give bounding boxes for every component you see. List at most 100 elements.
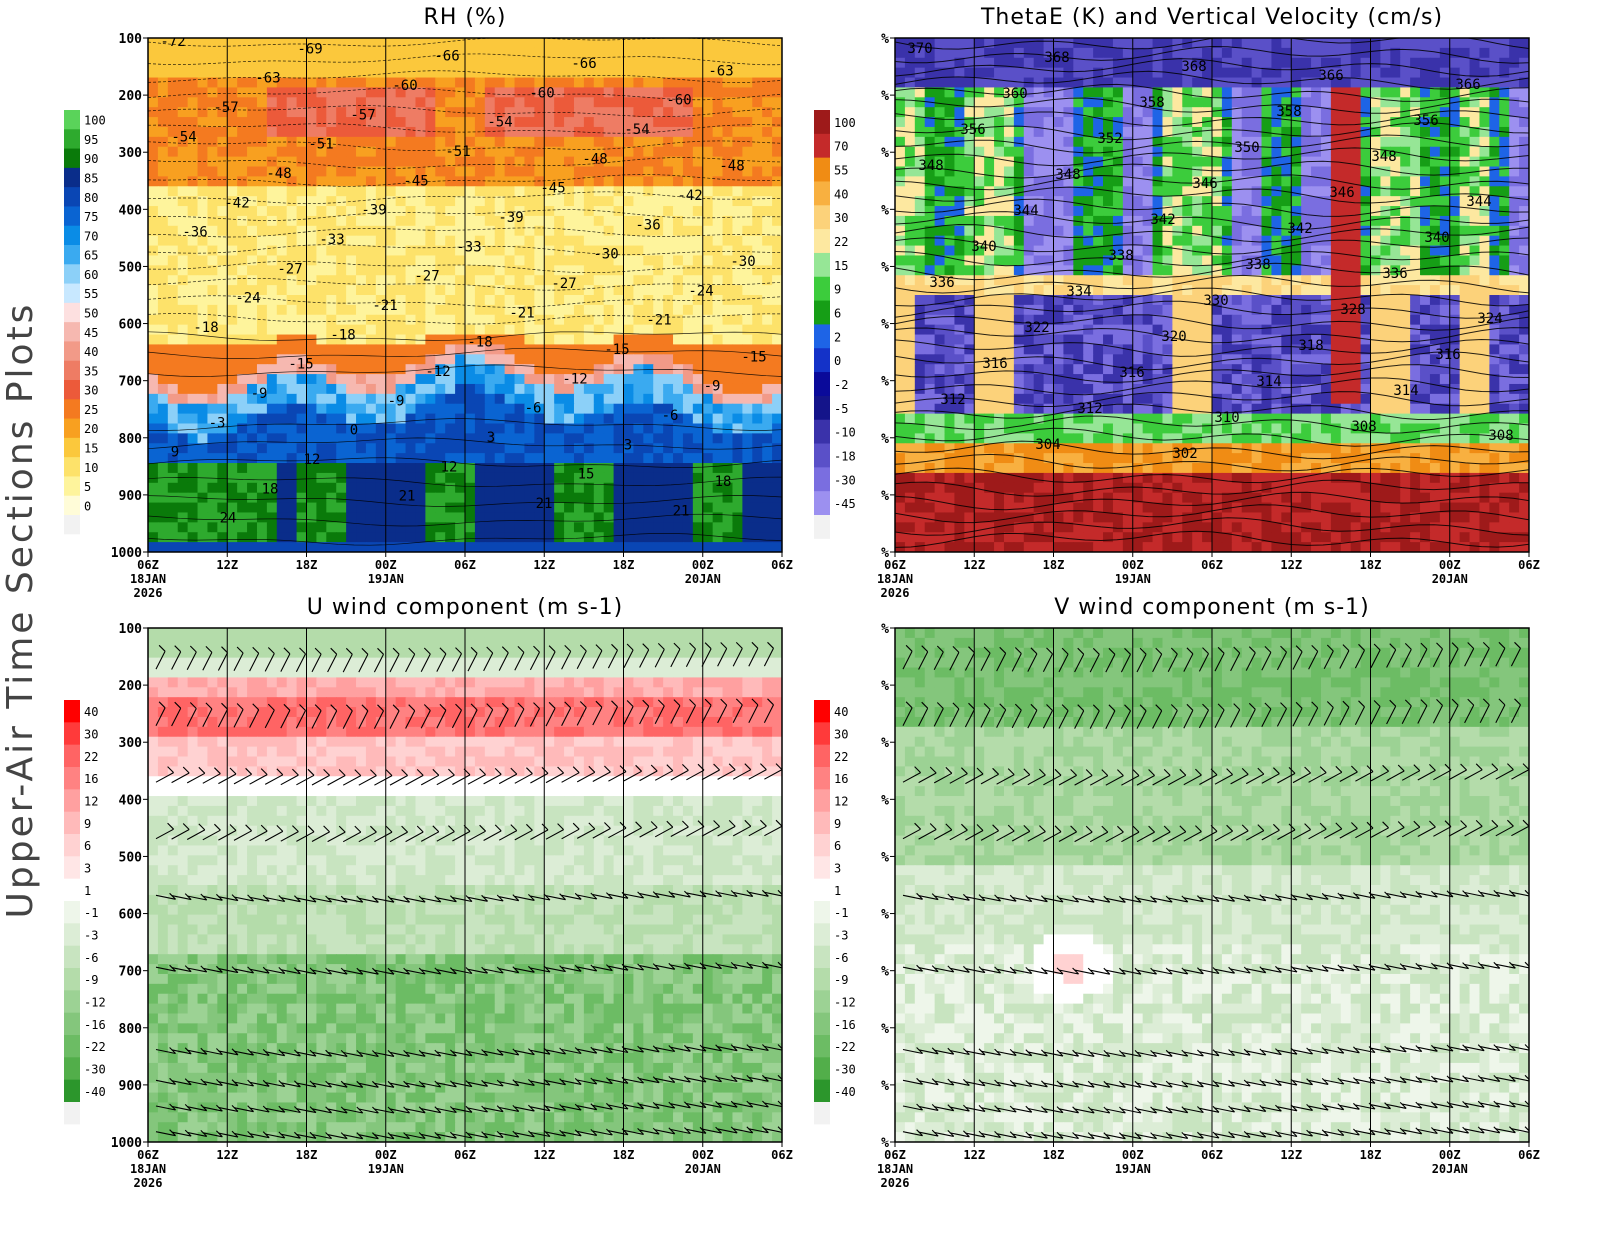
field-cell [1053,176,1065,187]
field-cell [1003,166,1015,177]
field-cell [1350,166,1362,177]
field-cell [682,67,694,79]
field-cell [405,225,417,237]
field-cell [415,393,426,405]
field-cell [465,285,476,296]
field-cell [593,463,605,474]
field-cell [702,463,714,474]
field-cell [1380,47,1391,59]
field-cell [1301,186,1312,197]
field-cell [316,176,327,187]
field-cell [712,512,724,523]
field-cell [1013,38,1025,49]
field-cell [573,443,585,454]
field-cell [187,304,199,316]
field-cell [445,186,456,197]
field-cell [1380,136,1391,148]
field-cell [603,522,615,533]
field-cell [1033,176,1045,187]
field-cell [1212,225,1223,237]
field-cell [772,344,782,355]
field-cell [554,453,565,464]
field-cell [148,166,159,177]
field-cell [405,433,417,444]
field-cell [934,166,946,177]
field-cell [623,443,635,454]
field-cell [425,383,436,395]
field-cell [356,295,367,306]
field-cell [356,245,367,257]
field-cell [1152,206,1164,217]
field-cell [474,492,486,504]
field-cell [1519,235,1529,247]
field-cell [643,403,654,415]
field-cell [534,492,545,504]
field-cell [1103,166,1114,177]
field-cell [207,354,218,365]
field-cell [1122,87,1134,98]
field-cell [197,453,209,464]
field-cell [207,275,218,286]
field-cell [1221,87,1233,98]
field-cell [1083,87,1094,98]
field-cell [415,136,426,148]
field-cell [554,542,565,552]
field-cell [375,383,387,395]
field-cell [1251,206,1263,217]
field-cell [1459,117,1471,128]
field-cell [924,176,936,187]
field-cell [177,413,189,425]
field-cell [1033,126,1045,138]
field-cell [217,304,228,316]
field-cell [752,423,763,434]
field-cell [465,502,476,514]
field-cell [266,304,278,316]
field-cell [904,97,916,108]
field-cell [772,304,782,316]
field-cell [1519,38,1529,49]
field-cell [247,245,258,257]
field-cell [365,512,377,523]
field-cell [356,146,367,158]
field-cell [732,295,743,306]
field-cell [692,393,704,405]
field-cell [187,403,199,415]
field-cell [465,374,476,385]
field-cell [1023,136,1035,148]
field-cell [237,156,248,168]
field-cell [474,265,486,276]
field-cell [524,47,535,59]
field-cell [643,87,654,98]
field-cell [762,136,773,148]
field-cell [712,354,724,365]
field-cell [914,117,926,128]
field-cell [702,433,714,444]
field-cell [623,107,635,118]
field-cell [1281,38,1292,49]
field-cell [914,196,926,207]
field-cell [742,492,753,504]
field-cell [395,542,407,552]
field-cell [465,215,476,227]
field-cell [1400,126,1411,138]
field-cell [484,433,496,444]
field-cell [1023,255,1035,266]
field-cell [148,492,159,504]
field-cell [702,176,714,187]
field-cell [1231,47,1243,59]
field-cell [296,423,308,434]
field-cell [653,502,664,514]
field-cell [1231,186,1243,197]
field-cell [682,374,694,385]
field-cell [524,492,535,504]
field-cell [934,146,946,158]
field-cell [722,443,734,454]
field-cell [316,107,327,118]
field-cell [752,344,763,355]
field-cell [336,295,347,306]
field-cell [1083,67,1094,79]
field-cell [974,255,985,266]
field-cell [663,512,674,523]
field-cell [964,245,975,257]
field-cell [1271,176,1282,187]
